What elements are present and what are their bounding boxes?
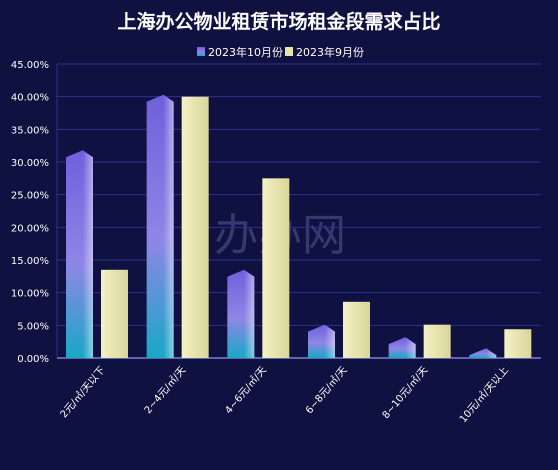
bar-oct xyxy=(308,324,335,358)
x-tick-label: 4~6元/㎡/天 xyxy=(223,364,269,416)
bar-oct xyxy=(469,348,497,358)
legend-swatch-oct xyxy=(197,47,205,56)
bar-sep xyxy=(504,329,532,358)
y-tick-label: 35.00% xyxy=(11,125,49,136)
bar-sep xyxy=(423,324,451,358)
x-tick-label: 10元/㎡/天以上 xyxy=(457,364,511,425)
legend-label-sep: 2023年9月份 xyxy=(296,45,364,59)
bar-oct xyxy=(66,150,93,358)
y-tick-label: 40.00% xyxy=(11,93,49,104)
legend: 2023年10月份 2023年9月份 xyxy=(197,45,364,59)
y-tick-label: 25.00% xyxy=(11,191,49,202)
x-tick-label: 6~8元/㎡/天 xyxy=(303,364,349,416)
bars xyxy=(66,94,532,359)
bar-oct xyxy=(227,269,255,358)
y-tick-label: 15.00% xyxy=(11,256,49,267)
y-tick-label: 0.00% xyxy=(17,354,49,365)
y-tick-label: 30.00% xyxy=(11,158,49,169)
bar-oct xyxy=(388,337,416,358)
y-tick-label: 5.00% xyxy=(17,321,49,332)
bar-sep xyxy=(262,178,290,358)
legend-label-oct: 2023年10月份 xyxy=(208,45,283,59)
y-tick-label: 10.00% xyxy=(11,289,49,300)
bar-sep xyxy=(181,96,209,359)
x-tick-label: 2元/㎡/天以下 xyxy=(58,364,108,420)
bar-oct xyxy=(146,94,174,358)
bar-sep xyxy=(101,269,128,358)
x-tick-label: 8~10元/㎡/天 xyxy=(380,364,430,421)
x-axis: 2元/㎡/天以下 2~4元/㎡/天 4~6元/㎡/天 6~8元/㎡/天 8~10元/㎡/… xyxy=(58,364,511,425)
x-tick-label: 2~4元/㎡/天 xyxy=(142,364,188,416)
y-axis: 0.00% 5.00% 10.00% 15.00% 20.00% 25.00% 30.00%… xyxy=(11,60,49,365)
y-tick-label: 20.00% xyxy=(11,223,49,234)
y-tick-label: 45.00% xyxy=(11,60,49,71)
gridlines xyxy=(56,63,541,359)
legend-swatch-sep xyxy=(285,47,293,56)
chart-title: 上海办公物业租赁市场租金段需求占比 xyxy=(117,10,440,33)
bar-sep xyxy=(343,301,370,358)
